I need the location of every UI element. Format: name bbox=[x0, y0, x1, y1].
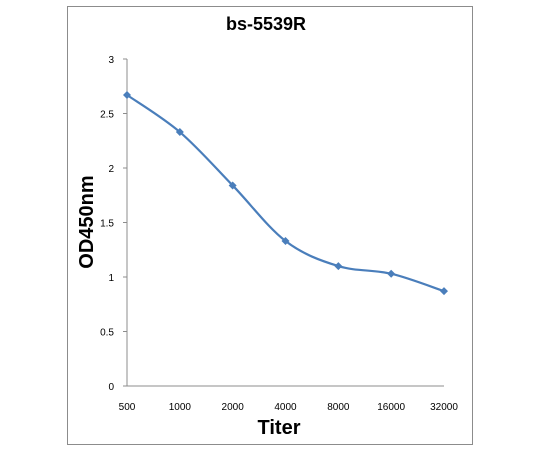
y-axis-title: OD450nm bbox=[76, 175, 98, 268]
series-line bbox=[126, 94, 445, 293]
x-tick-label: 16000 bbox=[377, 402, 405, 413]
x-tick-label: 2000 bbox=[222, 402, 245, 413]
data-point bbox=[334, 262, 343, 271]
y-tick-label: 2 bbox=[108, 164, 114, 175]
x-tick-labels: 500 1000 2000 4000 8000 16000 32000 bbox=[119, 402, 459, 413]
data-point bbox=[123, 90, 131, 99]
y-tick-label: 2.5 bbox=[100, 110, 114, 121]
series-group bbox=[123, 90, 448, 296]
data-point bbox=[281, 237, 290, 246]
y-tick-label: 0.5 bbox=[100, 328, 114, 339]
x-tick-label: 4000 bbox=[274, 402, 297, 413]
x-tick-label: 1000 bbox=[169, 402, 192, 413]
data-point bbox=[387, 269, 396, 278]
data-point bbox=[175, 128, 184, 137]
x-tick-label: 500 bbox=[119, 402, 136, 413]
x-tick-label: 8000 bbox=[327, 402, 350, 413]
x-axis-title: Titer bbox=[258, 417, 301, 439]
chart-title: bs-5539R bbox=[226, 14, 306, 34]
y-tick-label: 0 bbox=[108, 382, 114, 393]
data-point bbox=[228, 181, 237, 190]
axes bbox=[126, 59, 444, 387]
data-point bbox=[440, 287, 448, 296]
y-tick-label: 1 bbox=[108, 273, 114, 284]
y-tick-label: 3 bbox=[108, 55, 114, 66]
y-tick-label: 1.5 bbox=[100, 219, 114, 230]
x-tick-label: 32000 bbox=[430, 402, 458, 413]
y-tick-labels: 0 0.5 1 1.5 2 2.5 3 bbox=[100, 55, 127, 393]
